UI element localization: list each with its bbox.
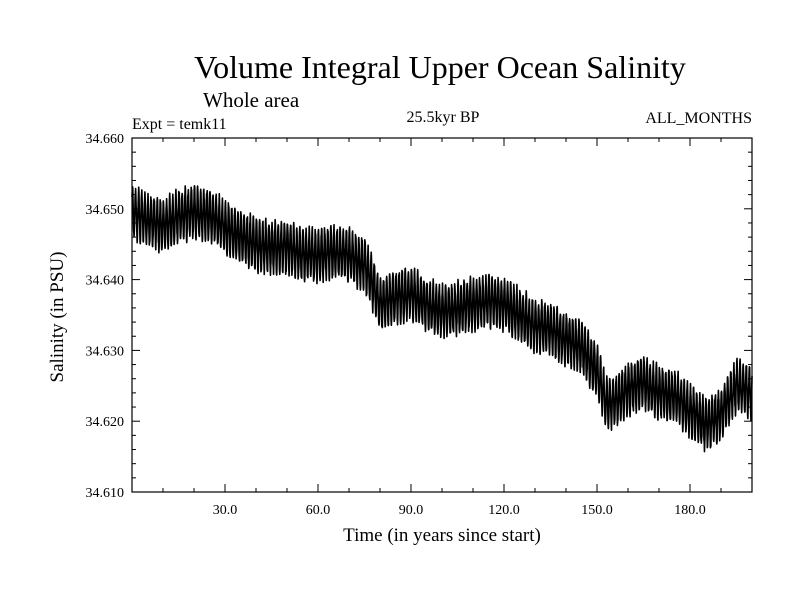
chart-subtitle: Whole area — [203, 88, 300, 112]
experiment-label: Expt = temk11 — [132, 116, 227, 133]
x-tick-label: 150.0 — [581, 503, 613, 518]
x-tick-label: 120.0 — [488, 503, 520, 518]
x-tick-label: 180.0 — [674, 503, 706, 518]
y-tick-label: 34.650 — [86, 203, 125, 218]
y-tick-label: 34.660 — [86, 132, 125, 147]
y-tick-label: 34.640 — [86, 274, 125, 289]
x-tick-label: 90.0 — [399, 503, 424, 518]
y-tick-label: 34.630 — [86, 344, 125, 359]
plot-area: 30.0 60.0 90.0 120.0 150.0 180.0 34.610 34.620 3… — [86, 132, 753, 518]
period-label: 25.5kyr BP — [407, 109, 480, 126]
chart-title: Volume Integral Upper Ocean Salinity — [194, 49, 686, 85]
months-label: ALL_MONTHS — [645, 110, 752, 127]
x-tick-label: 30.0 — [213, 503, 238, 518]
x-tick-label: 60.0 — [306, 503, 331, 518]
y-axis-label: Salinity (in PSU) — [47, 252, 68, 383]
salinity-series-line — [131, 185, 753, 453]
x-axis-label: Time (in years since start) — [343, 525, 541, 546]
y-tick-label: 34.610 — [86, 486, 125, 501]
y-tick-label: 34.620 — [86, 415, 125, 430]
